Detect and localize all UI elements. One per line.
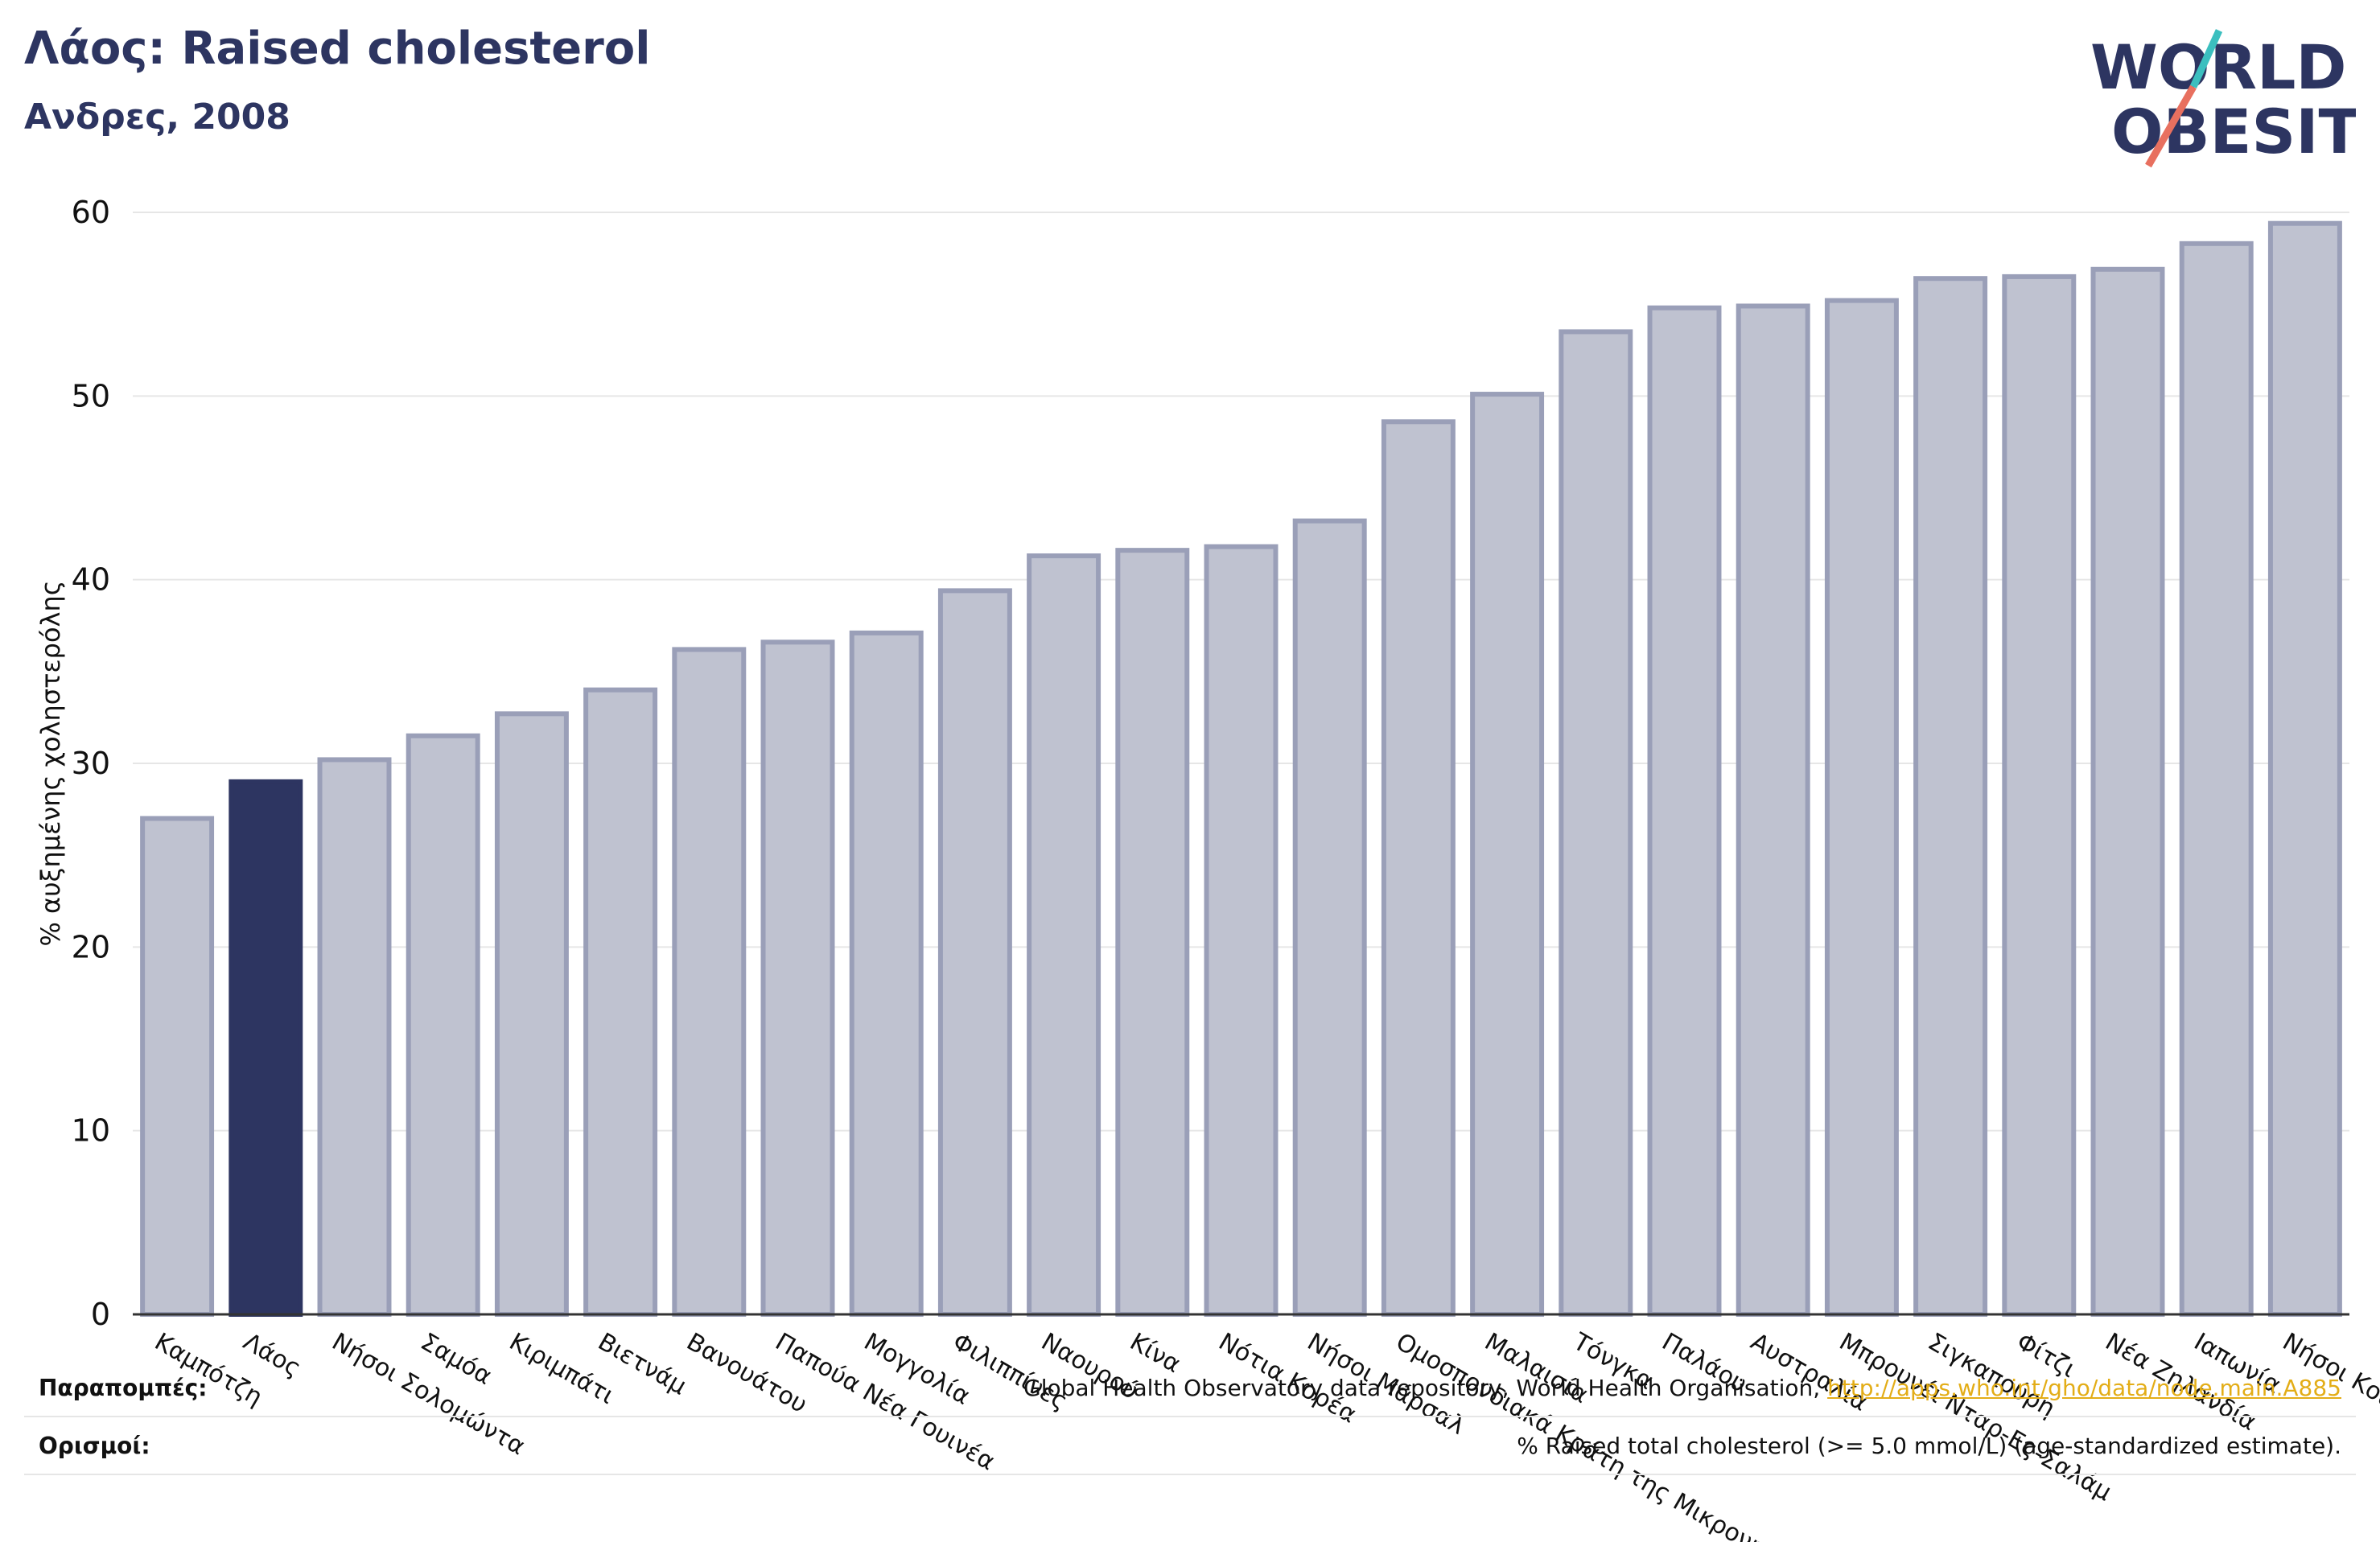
y-tick-label: 60 xyxy=(72,195,110,230)
chart-subtitle: Ανδρες, 2008 xyxy=(24,97,290,138)
sources-value: Global Health Observatory data repositor… xyxy=(1023,1375,2341,1401)
sources-row: Παραπομπές: Global Health Observatory da… xyxy=(24,1359,2356,1417)
bar xyxy=(672,647,747,1317)
bar xyxy=(583,687,658,1317)
bar xyxy=(1470,392,1545,1317)
bar xyxy=(1027,553,1101,1317)
y-tick-label: 10 xyxy=(72,1113,110,1149)
bar xyxy=(494,711,569,1317)
definitions-label: Ορισμοί: xyxy=(39,1432,150,1459)
world-obesity-logo: WORLD OBESITY xyxy=(2090,29,2356,168)
bar xyxy=(2090,266,2165,1317)
bar xyxy=(1292,518,1367,1317)
bar xyxy=(1559,329,1633,1318)
bars xyxy=(140,220,2342,1318)
definitions-text: % Raised total cholesterol (>= 5.0 mmol/… xyxy=(1517,1432,2341,1459)
y-tick-label: 30 xyxy=(72,746,110,781)
logo-word-world: WORLD xyxy=(2090,31,2346,103)
logo-slash-red xyxy=(2145,84,2197,168)
bar xyxy=(2002,273,2077,1318)
definitions-row: Ορισμοί: % Raised total cholesterol (>= … xyxy=(24,1417,2356,1475)
bar xyxy=(1647,305,1722,1318)
bar xyxy=(760,639,835,1317)
bar xyxy=(1736,303,1810,1318)
bar xyxy=(1204,544,1279,1317)
bar xyxy=(849,630,924,1317)
y-tick-label: 20 xyxy=(72,929,110,964)
bar xyxy=(1115,548,1190,1317)
bar xyxy=(317,757,392,1317)
bar xyxy=(229,779,303,1317)
y-tick-label: 0 xyxy=(91,1297,110,1332)
bar xyxy=(2267,220,2342,1318)
bar xyxy=(406,733,480,1317)
bar xyxy=(1824,298,1899,1318)
bar xyxy=(2179,241,2254,1318)
y-axis-label: % αυξημένης χοληστερόλης xyxy=(35,580,66,946)
bar xyxy=(937,588,1012,1317)
bar xyxy=(1913,276,1988,1318)
y-tick-label: 50 xyxy=(72,378,110,413)
y-tick-label: 40 xyxy=(72,562,110,598)
sources-text: Global Health Observatory data repositor… xyxy=(1023,1374,1828,1401)
bar xyxy=(140,816,215,1317)
sources-link[interactable]: http://apps.who.int/gho/data/node.main.A… xyxy=(1827,1374,2341,1401)
bar xyxy=(1381,419,1456,1317)
chart-title: Λάος: Raised cholesterol xyxy=(24,23,651,75)
y-axis-ticks: 0 10 20 30 40 50 60 xyxy=(72,195,110,1332)
sources-label: Παραπομπές: xyxy=(39,1374,208,1401)
logo-slash-teal xyxy=(2189,29,2223,88)
